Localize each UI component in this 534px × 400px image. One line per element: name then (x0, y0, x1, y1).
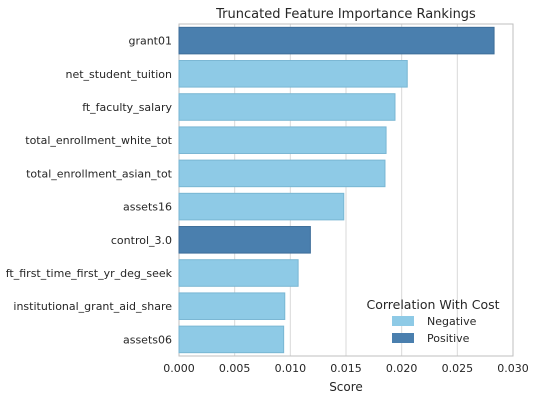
legend-swatch-negative (392, 316, 414, 326)
x-tick-label: 0.010 (275, 362, 307, 375)
legend-label-positive: Positive (427, 332, 470, 345)
x-tick-label: 0.030 (497, 362, 529, 375)
x-tick-label: 0.020 (386, 362, 418, 375)
x-axis-label: Score (329, 380, 363, 394)
plot-border (178, 23, 514, 357)
y-tick-label: total_enrollment_asian_tot (26, 167, 173, 180)
legend-title: Correlation With Cost (366, 297, 499, 312)
bar-total-enrollment-white-tot (178, 126, 387, 154)
x-tick-label: 0.005 (219, 362, 251, 375)
bar-total-enrollment-asian-tot (178, 159, 386, 188)
bar-grant01 (178, 26, 495, 55)
y-tick-label: grant01 (128, 35, 172, 48)
bar-control-3-0 (178, 226, 311, 254)
x-tick-label: 0.025 (442, 362, 474, 375)
y-tick-label: net_student_tuition (65, 68, 172, 81)
y-tick-label: total_enrollment_white_tot (25, 134, 172, 147)
y-tick-label: ft_faculty_salary (82, 101, 172, 114)
bar-assets16 (178, 192, 345, 221)
x-tick-label: 0.000 (163, 362, 195, 375)
bar-institutional-grant-aid-share (178, 292, 286, 320)
bar-ft-faculty-salary (178, 93, 396, 121)
legend-swatch-positive (392, 333, 414, 343)
legend-label-negative: Negative (427, 315, 477, 328)
bar-ft-first-time-first-yr-deg-seek (178, 259, 299, 287)
x-tick-label: 0.015 (330, 362, 362, 375)
bar-net-student-tuition (178, 60, 408, 88)
y-tick-label: ft_first_time_first_yr_deg_seek (6, 267, 173, 280)
y-tick-label: assets16 (123, 201, 172, 214)
y-tick-label: institutional_grant_aid_share (13, 300, 172, 313)
y-tick-label: assets06 (123, 333, 172, 346)
chart-title: Truncated Feature Importance Rankings (215, 7, 476, 22)
plot-area: grant01 net_student_tuition ft_faculty_sal… (6, 23, 529, 375)
bar-assets06 (178, 325, 285, 354)
y-tick-label: control_3.0 (111, 234, 172, 247)
